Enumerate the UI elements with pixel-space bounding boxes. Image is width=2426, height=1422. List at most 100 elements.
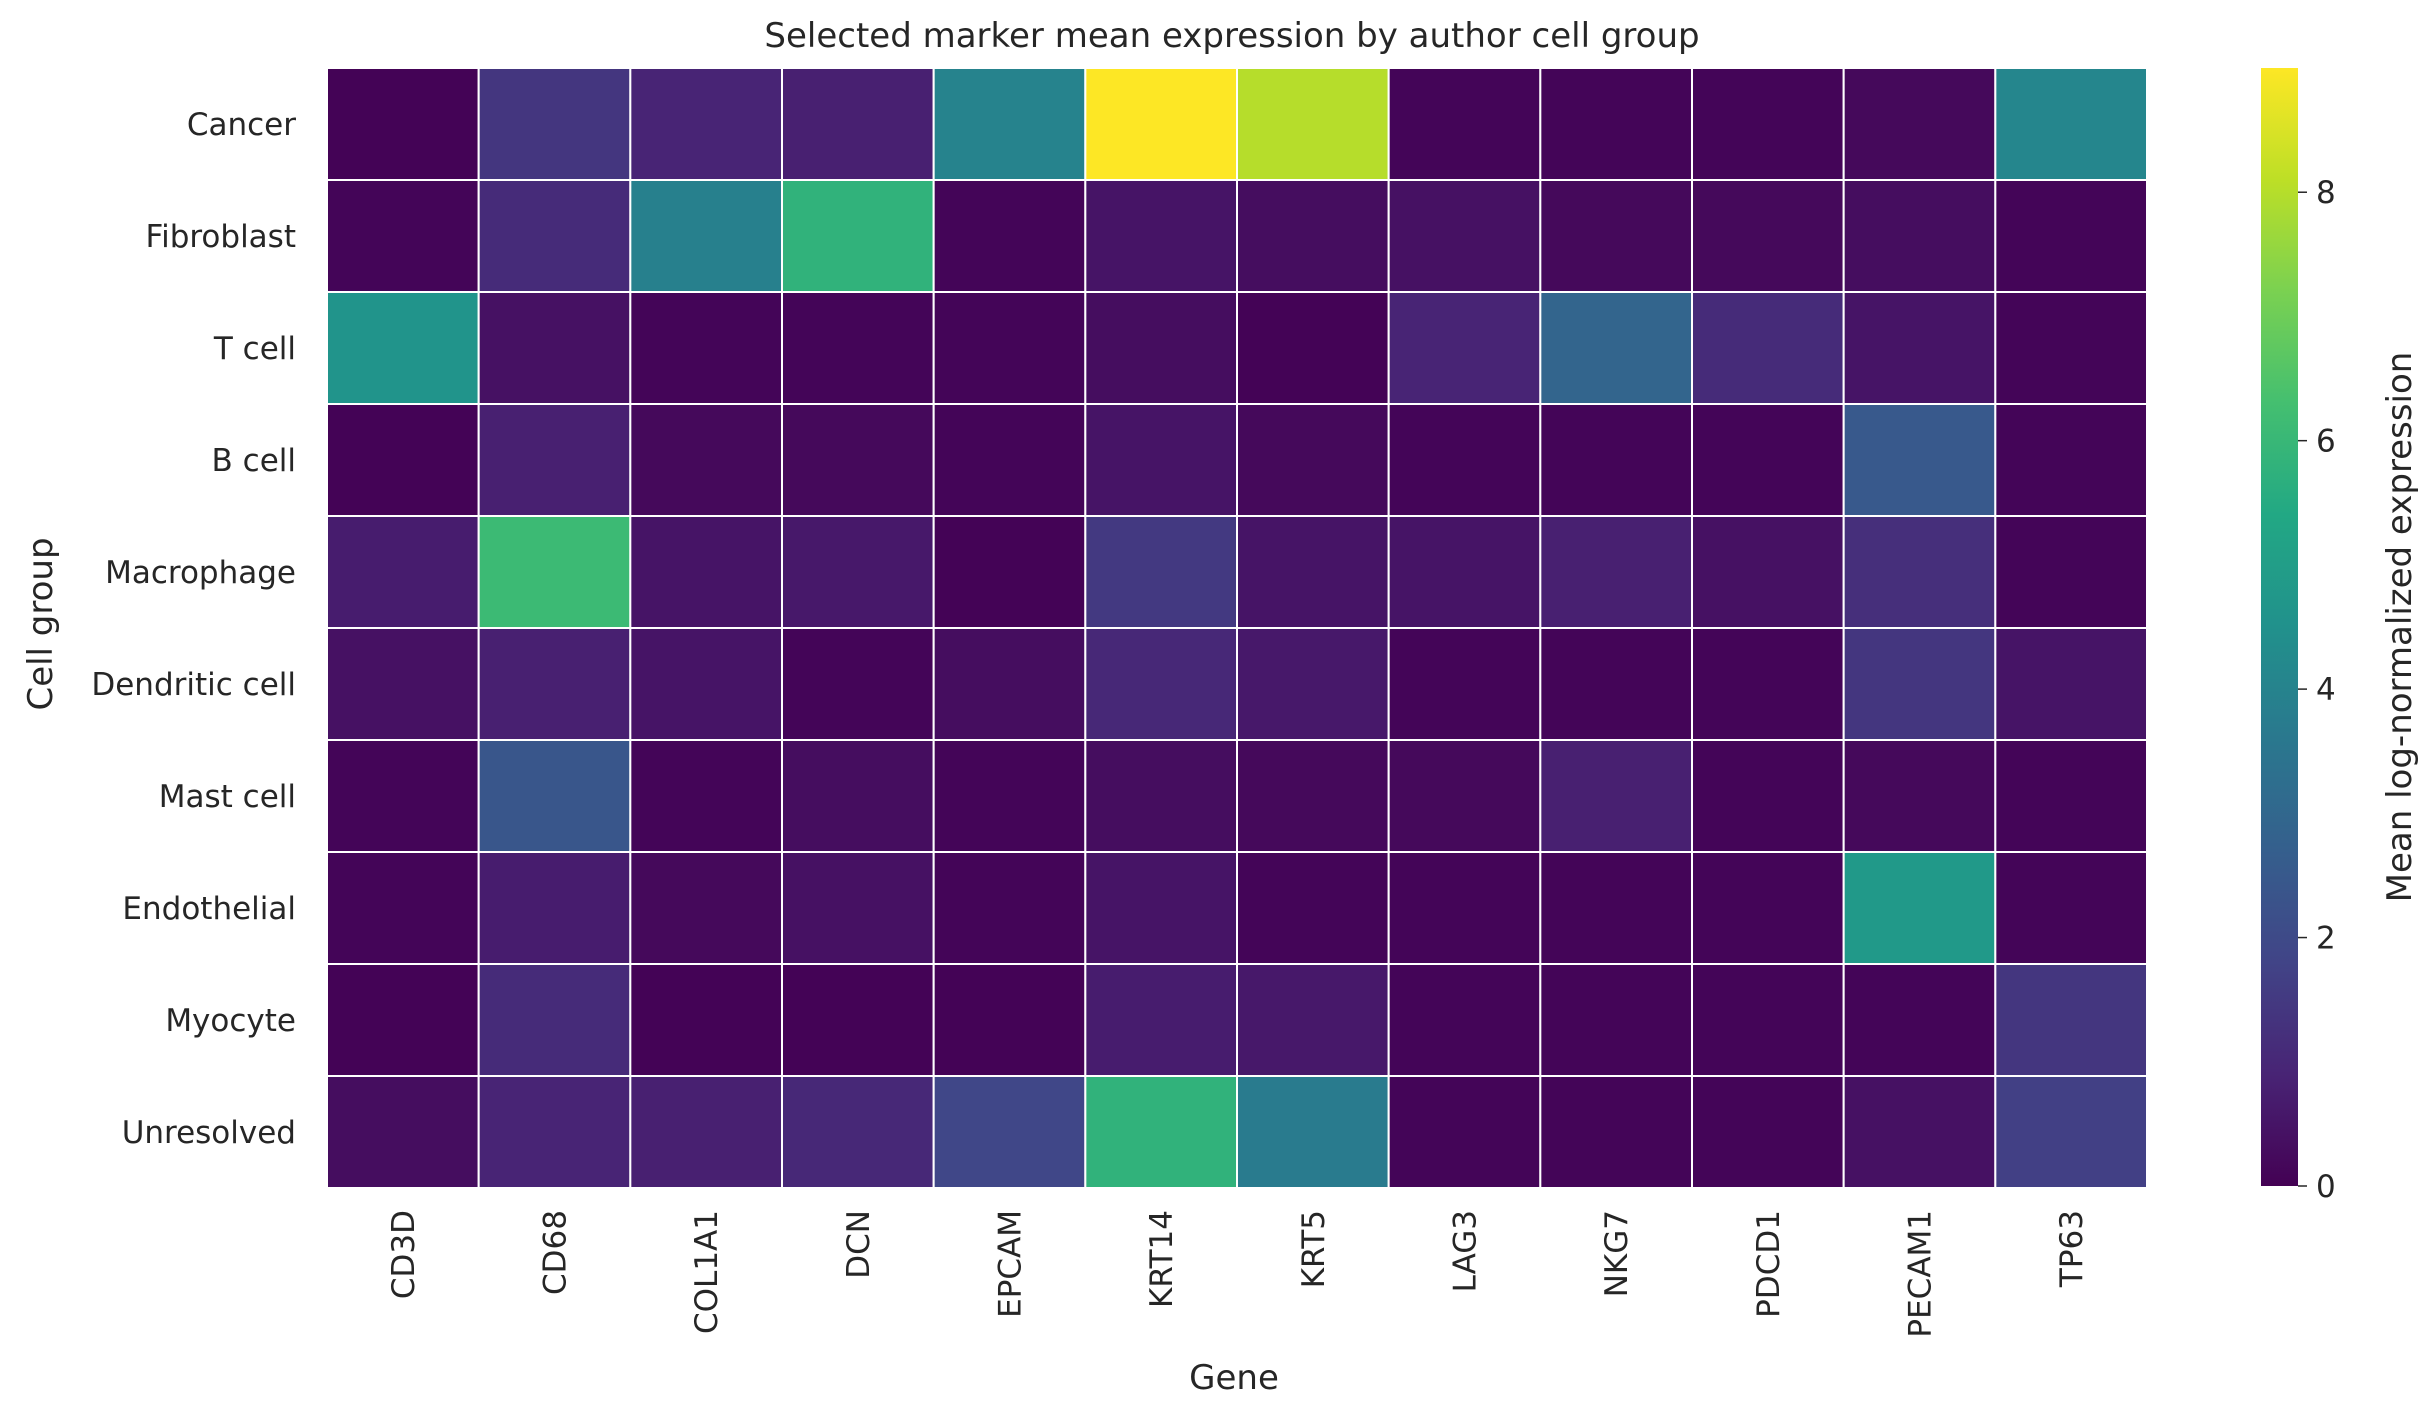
heatmap-cell [629, 67, 783, 181]
heatmap-cell [781, 179, 935, 293]
x-tick-label: COL1A1 [689, 1210, 725, 1334]
heatmap-cell [1691, 627, 1845, 741]
heatmap-cell [1539, 179, 1694, 293]
colorbar-ticks: 0 2 4 6 8 [2298, 175, 2336, 1205]
heatmap-cell [932, 739, 1087, 853]
heatmap-cell [477, 627, 632, 741]
heatmap-cell [1236, 627, 1390, 741]
heatmap-cell [1994, 179, 2149, 293]
heatmap-cell [1084, 403, 1239, 517]
y-tick-label: Fibroblast [146, 219, 297, 255]
heatmap-cell [629, 1075, 783, 1189]
x-tick-label: CD3D [386, 1210, 422, 1299]
heatmap-cell [1691, 67, 1845, 181]
heatmap-cell [326, 851, 480, 965]
y-tick-label: B cell [212, 443, 296, 479]
colorbar-tick-label: 6 [2316, 424, 2336, 460]
heatmap-cell [1539, 67, 1694, 181]
heatmap-cell [1539, 851, 1694, 965]
heatmap-cell [1387, 851, 1542, 965]
heatmap-cell [1539, 403, 1694, 517]
heatmap-cell [781, 851, 935, 965]
y-tick-label: Cancer [187, 107, 296, 143]
heatmap-cell [1994, 963, 2149, 1077]
heatmap-cell [781, 963, 935, 1077]
heatmap-cell [1387, 179, 1542, 293]
heatmap-cell [1084, 179, 1239, 293]
heatmap-cell [1236, 291, 1390, 405]
heatmap-cell [932, 403, 1087, 517]
heatmap-cell [477, 851, 632, 965]
heatmap-cell [1842, 515, 1997, 629]
x-axis-label: Gene [1189, 1358, 1279, 1398]
heatmap-cell [1084, 627, 1239, 741]
heatmap-cell [1539, 739, 1694, 853]
heatmap-cell [326, 179, 480, 293]
heatmap-cell [1387, 515, 1542, 629]
heatmap-cell [1236, 403, 1390, 517]
heatmap-cell [1994, 627, 2149, 741]
heatmap-cell [781, 403, 935, 517]
heatmap-cell [629, 851, 783, 965]
heatmap-cell [1994, 67, 2149, 181]
y-tick-label: Macrophage [105, 555, 296, 591]
heatmap-cell [932, 627, 1087, 741]
x-tick-label: LAG3 [1448, 1210, 1484, 1292]
x-tick-label: NKG7 [1599, 1210, 1635, 1297]
heatmap-cell [1236, 67, 1390, 181]
heatmap-cell [326, 403, 480, 517]
y-tick-label: Myocyte [165, 1003, 296, 1039]
heatmap-cell [1539, 1075, 1694, 1189]
heatmap-cell [477, 179, 632, 293]
heatmap-cells [326, 67, 2149, 1189]
heatmap-cell [1387, 739, 1542, 853]
x-tick-label: DCN [841, 1210, 877, 1279]
heatmap-cell [1084, 1075, 1239, 1189]
heatmap-cell [781, 291, 935, 405]
heatmap-cell [781, 1075, 935, 1189]
heatmap-cell [932, 851, 1087, 965]
heatmap-cell [932, 515, 1087, 629]
heatmap-cell [1236, 515, 1390, 629]
heatmap-cell [1539, 627, 1694, 741]
heatmap-cell [326, 515, 480, 629]
heatmap-cell [1842, 1075, 1997, 1189]
heatmap-cell [1387, 627, 1542, 741]
x-tick-label: EPCAM [993, 1210, 1029, 1318]
heatmap-cell [1691, 851, 1845, 965]
heatmap-cell [1691, 739, 1845, 853]
heatmap-cell [1842, 627, 1997, 741]
heatmap-cell [629, 179, 783, 293]
heatmap-cell [1084, 515, 1239, 629]
heatmap-cell [629, 739, 783, 853]
heatmap-cell [781, 627, 935, 741]
heatmap-cell [477, 403, 632, 517]
heatmap-cell [781, 67, 935, 181]
heatmap-cell [326, 67, 480, 181]
colorbar-tick-label: 0 [2316, 1169, 2336, 1205]
heatmap-cell [629, 403, 783, 517]
y-tick-label: T cell [213, 331, 296, 367]
heatmap-cell [326, 963, 480, 1077]
heatmap-cell [1842, 179, 1997, 293]
x-tick-label: TP63 [2054, 1210, 2090, 1288]
heatmap-cell [1387, 1075, 1542, 1189]
x-tick-label: CD68 [538, 1210, 574, 1295]
heatmap-cell [932, 179, 1087, 293]
heatmap-cell [1084, 739, 1239, 853]
heatmap-cell [1691, 963, 1845, 1077]
colorbar-tick-label: 2 [2316, 921, 2336, 957]
heatmap-cell [932, 67, 1087, 181]
heatmap-cell [1691, 179, 1845, 293]
heatmap-cell [932, 963, 1087, 1077]
heatmap-cell [326, 627, 480, 741]
heatmap-cell [326, 739, 480, 853]
heatmap-cell [629, 515, 783, 629]
heatmap-cell [1539, 963, 1694, 1077]
heatmap-cell [1994, 291, 2149, 405]
heatmap-cell [1842, 291, 1997, 405]
heatmap-cell [477, 739, 632, 853]
heatmap-cell [1842, 851, 1997, 965]
y-tick-labels: Cancer Fibroblast T cell B cell Macrophage De… [91, 107, 296, 1151]
